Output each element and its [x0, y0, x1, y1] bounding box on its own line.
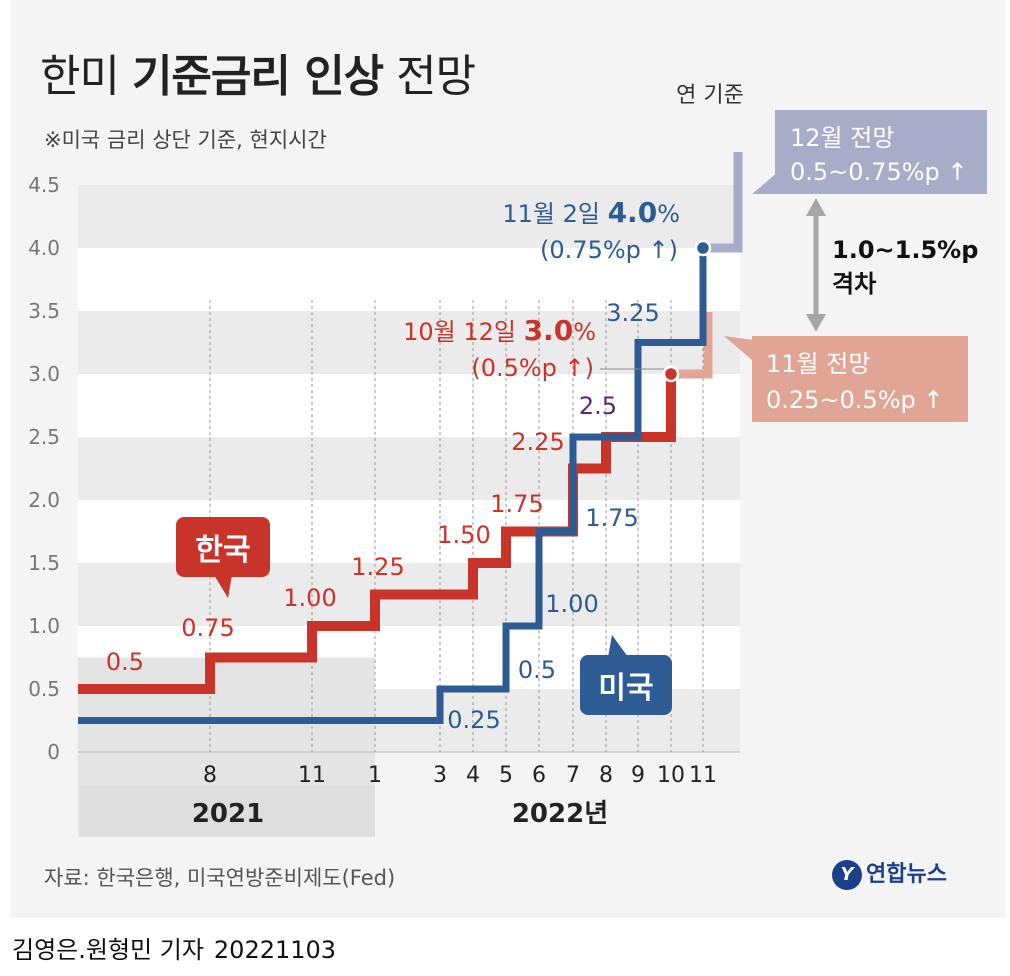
y-tick-label: 2.5 — [28, 425, 60, 449]
x-tick-label: 3 — [433, 763, 447, 788]
x-tick-label: 7 — [566, 763, 580, 788]
x-tick-label: 8 — [203, 763, 217, 788]
x-tick-label: 6 — [532, 763, 546, 788]
x-tick-label: 8 — [599, 763, 613, 788]
us-latest-annotation: 11월 2일 4.0% — [502, 196, 680, 229]
korea-forecast-line — [671, 312, 713, 379]
x-tick-label: 4 — [466, 763, 480, 788]
year-2021-box — [80, 786, 375, 836]
korea-forecast-title: 11월 전망 — [766, 350, 870, 378]
korea-latest-annotation: 10월 12일 3.0% — [403, 314, 596, 347]
us-value-label: 1.00 — [545, 590, 598, 618]
us-value-label: 0.5 — [518, 656, 556, 684]
y-tick-label: 4.5 — [28, 173, 60, 197]
us-latest-change: (0.75%p ↑) — [540, 236, 678, 264]
korea-value-label: 1.75 — [490, 490, 543, 518]
us-tag-box — [580, 655, 672, 715]
y-tick-label: 3.0 — [28, 362, 60, 386]
us-series-tag: 미국 — [580, 635, 672, 715]
x-tick-label: 9 — [631, 763, 645, 788]
korea-forecast-callout: 11월 전망 0.25~0.5%p ↑ — [724, 336, 968, 422]
us-value-label: 3.25 — [606, 299, 659, 327]
korea-forecast-value: 0.25~0.5%p ↑ — [766, 386, 944, 414]
korea-forecast-pointer — [724, 336, 766, 372]
gap-arrow-head-down — [806, 314, 826, 332]
grid-band — [78, 374, 740, 437]
year-label: 2021 — [192, 799, 264, 829]
us-forecast-callout: 12월 전망 0.5~0.75%p ↑ — [752, 110, 987, 194]
x-tick-label: 1 — [368, 763, 382, 788]
korea-rate-line — [78, 374, 676, 694]
korea-tag-label: 한국 — [195, 533, 250, 568]
korea-value-label: 1.50 — [437, 521, 490, 549]
us-rate-line — [78, 248, 707, 724]
us-tag-label: 미국 — [598, 671, 653, 706]
korea-value-label: 1.00 — [283, 584, 336, 612]
y-tick-label: 1.5 — [28, 551, 60, 575]
grid-band — [78, 311, 740, 374]
byline-author: 김영은.원형민 기자 — [12, 936, 204, 964]
y-tick-label: 3.5 — [28, 299, 60, 323]
us-tag-pointer — [608, 635, 628, 657]
us-value-label: 1.75 — [585, 504, 638, 532]
publisher-logo: Y 연합뉴스 — [832, 856, 947, 890]
x-tick-label: 10 — [657, 763, 685, 788]
y-tick-label: 1.0 — [28, 614, 60, 638]
korea-forecast-box — [752, 336, 968, 422]
korea-value-label: 0.5 — [106, 648, 144, 676]
us-forecast-title: 12월 전망 — [790, 124, 894, 152]
x-tick-label: 11 — [298, 763, 326, 788]
gap-arrow-head-up — [806, 198, 826, 216]
us-forecast-pointer — [752, 172, 800, 194]
grid-band — [78, 437, 740, 500]
logo-icon: Y — [832, 860, 862, 890]
gap-label: 격차 — [832, 270, 876, 298]
byline-date: 20221103 — [213, 936, 337, 964]
y-tick-label: 4.0 — [28, 236, 60, 260]
korea-value-label: 1.25 — [351, 553, 404, 581]
source-note: 자료: 한국은행, 미국연방준비제도(Fed) — [44, 866, 396, 890]
korea-latest-change: (0.5%p ↑) — [471, 354, 594, 382]
y-tick-label: 0 — [47, 740, 60, 764]
y-tick-label: 0.5 — [28, 677, 60, 701]
year-label: 2022년 — [512, 799, 608, 829]
korea-value-label: 2.5 — [579, 392, 617, 420]
korea-latest-point — [662, 365, 680, 383]
korea-tag-box — [176, 517, 270, 577]
korea-value-label: 2.25 — [511, 428, 564, 456]
korea-series-tag: 한국 — [176, 517, 270, 598]
chart-subtitle: ※미국 금리 상단 기준, 현지시간 — [44, 128, 327, 152]
byline: 김영은.원형민 기자 20221103 — [12, 930, 336, 965]
grid-band — [78, 248, 740, 311]
korea-tag-pointer — [214, 575, 232, 598]
korea-value-label: 0.75 — [181, 614, 234, 642]
gap-value: 1.0~1.5%p — [832, 236, 978, 264]
us-forecast-box — [775, 110, 987, 194]
us-value-label: 0.25 — [447, 706, 500, 734]
x-tick-label: 5 — [499, 763, 513, 788]
grid-band — [78, 185, 740, 248]
us-forecast-value: 0.5~0.75%p ↑ — [790, 158, 968, 186]
us-latest-point — [694, 239, 712, 257]
year-basis-label: 연 기준 — [676, 83, 744, 108]
x-tick-label: 11 — [689, 763, 717, 788]
y-tick-label: 2.0 — [28, 488, 60, 512]
chart-title: 한미 기준금리 인상 전망 — [40, 51, 476, 102]
us-forecast-line — [703, 152, 743, 253]
